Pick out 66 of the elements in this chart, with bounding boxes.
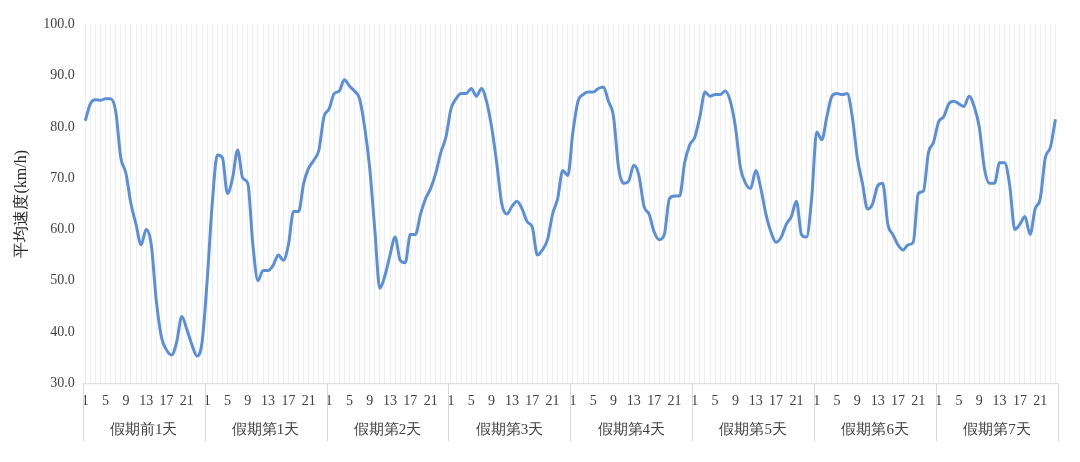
- x-tick-label: 5: [102, 393, 110, 409]
- x-tick-label: 17: [525, 393, 540, 409]
- x-tick-label: 9: [488, 393, 496, 409]
- x-tick-label: 9: [366, 393, 374, 409]
- x-tick-label: 9: [975, 393, 983, 409]
- x-tick-label: 21: [423, 393, 438, 409]
- x-tick-label: 1: [203, 393, 211, 409]
- text: 假期第4天: [597, 421, 666, 438]
- x-tick-label: 5: [467, 393, 475, 409]
- x-tick-label: 9: [610, 393, 618, 409]
- y-tick-label: 90.0: [50, 67, 75, 83]
- x-tick-label: 1: [81, 393, 89, 409]
- x-tick-label: 17: [281, 393, 296, 409]
- x-tick-label: 21: [545, 393, 560, 409]
- x-tick-label: 17: [890, 393, 905, 409]
- x-tick-label: 17: [159, 393, 174, 409]
- x-tick-label: 13: [504, 393, 519, 409]
- x-tick-label: 1: [691, 393, 699, 409]
- x-tick-label: 13: [383, 393, 398, 409]
- x-tick-label: 13: [626, 393, 641, 409]
- y-tick-label: 60.0: [50, 221, 75, 237]
- text: 假期第2天: [353, 421, 422, 438]
- x-tick-label: 13: [139, 393, 154, 409]
- x-tick-label: 21: [1033, 393, 1048, 409]
- x-tick-label: 17: [769, 393, 784, 409]
- y-tick-label: 100.0: [43, 16, 75, 32]
- y-tick-label: 50.0: [50, 272, 75, 288]
- y-tick-label: 40.0: [50, 323, 75, 339]
- x-tick-label: 21: [301, 393, 316, 409]
- x-tick-label: 5: [223, 393, 231, 409]
- x-tick-label: 13: [261, 393, 276, 409]
- x-tick-label: 9: [853, 393, 861, 409]
- text: 假期第1天: [231, 421, 300, 438]
- x-tick-label: 21: [789, 393, 804, 409]
- y-tick-label: 70.0: [50, 169, 75, 185]
- text: 假期前1天: [109, 421, 178, 438]
- x-tick-label: 9: [244, 393, 252, 409]
- text: 假期第3天: [475, 421, 544, 438]
- x-tick-label: 1: [447, 393, 455, 409]
- x-tick-label: 1: [569, 393, 577, 409]
- x-tick-label: 21: [667, 393, 682, 409]
- x-tick-label: 21: [911, 393, 926, 409]
- x-tick-label: 5: [589, 393, 597, 409]
- x-tick-label: 21: [179, 393, 194, 409]
- y-axis-title: 平均速度(km/h): [11, 150, 30, 258]
- x-tick-label: 5: [955, 393, 963, 409]
- x-tick-label: 17: [1012, 393, 1027, 409]
- x-tick-label: 1: [813, 393, 821, 409]
- x-tick-label: 17: [647, 393, 662, 409]
- x-tick-label: 5: [833, 393, 841, 409]
- x-tick-label: 1: [325, 393, 333, 409]
- text: 假期第5天: [719, 421, 787, 438]
- y-tick-label: 30.0: [50, 374, 75, 390]
- x-tick-label: 13: [870, 393, 885, 409]
- x-tick-label: 13: [992, 393, 1007, 409]
- x-tick-label: 9: [731, 393, 739, 409]
- x-tick-label: 13: [748, 393, 763, 409]
- x-tick-label: 5: [711, 393, 719, 409]
- x-tick-label: 9: [122, 393, 130, 409]
- text: 假期第7天: [963, 421, 1031, 438]
- line-series: [83, 78, 1057, 358]
- x-tick-label: 1: [935, 393, 943, 409]
- y-tick-label: 80.0: [50, 118, 75, 134]
- x-tick-label: 17: [403, 393, 418, 409]
- x-tick-label: 5: [345, 393, 353, 409]
- text: 假期第6天: [841, 421, 909, 438]
